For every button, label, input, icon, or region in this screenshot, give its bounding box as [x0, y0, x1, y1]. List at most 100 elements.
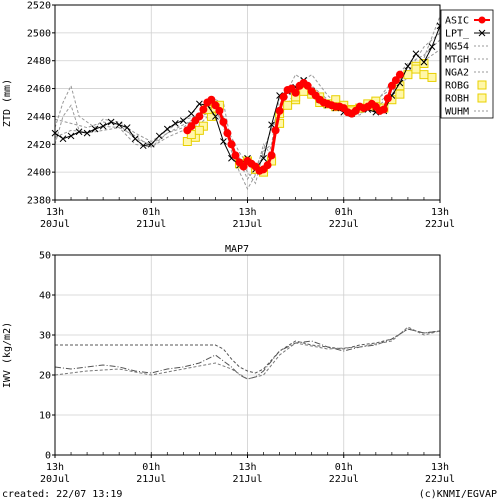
- iwv-x-tick-date: 20Jul: [40, 474, 70, 485]
- ztd-point-lpt-: [163, 125, 171, 133]
- legend-marker-robh: [477, 93, 487, 103]
- ztd-y-tick-label: 2480: [27, 56, 51, 67]
- ztd-point-robh: [419, 70, 429, 80]
- ztd-x-tick-label: 13h: [46, 207, 64, 218]
- iwv-x-tick-date: 22Jul: [425, 474, 455, 485]
- ztd-point-asic: [391, 76, 400, 85]
- iwv-y-ticks: 0 10 20 30 40 50: [39, 251, 55, 462]
- ztd-point-lpt-: [404, 62, 412, 70]
- ztd-point-lpt-: [75, 128, 83, 136]
- iwv-x-tick-label: 13h: [238, 462, 256, 473]
- ztd-y-axis-label: ZTD (mm): [2, 79, 13, 127]
- ztd-legend: ASIC LPT_ MG54 MTGH NGA2 ROBG ROBH WUHM: [440, 9, 494, 119]
- ztd-x-tick-date: 21Jul: [232, 219, 262, 230]
- ztd-point-lpt-: [428, 43, 436, 51]
- ztd-y-tick-label: 2520: [27, 1, 51, 12]
- legend-label-asic: ASIC: [445, 16, 469, 27]
- ztd-x-tick-label: 01h: [142, 207, 160, 218]
- ztd-point-lpt-: [67, 132, 75, 140]
- ztd-x-tick-date: 22Jul: [329, 219, 359, 230]
- ztd-line-mtgh: [54, 39, 441, 190]
- ztd-point-robg: [419, 59, 429, 68]
- ztd-point-asic: [227, 140, 236, 149]
- ztd-point-asic: [219, 118, 228, 126]
- ztd-point-asic: [291, 88, 300, 97]
- legend-marker-asic: [478, 16, 486, 24]
- ztd-y-tick-label: 2400: [27, 168, 51, 179]
- ztd-point-asic: [383, 94, 392, 103]
- ztd-point-robh: [283, 100, 293, 110]
- iwv-y-tick-label: 20: [39, 371, 51, 382]
- iwv-x-tick-label: 13h: [46, 462, 64, 473]
- legend-label-robh: ROBH: [445, 94, 469, 105]
- ztd-point-asic: [195, 112, 204, 121]
- ztd-x-tick-label: 13h: [431, 207, 449, 218]
- ztd-point-asic: [263, 161, 272, 170]
- iwv-x-tick-label: 01h: [335, 462, 353, 473]
- legend-label-mg54: MG54: [445, 42, 469, 53]
- copyright-credit: (c)KNMI/EGVAP: [419, 489, 497, 500]
- iwv-line-series: [54, 328, 441, 380]
- iwv-grid: [54, 254, 441, 456]
- ztd-point-lpt-: [139, 142, 147, 150]
- ztd-point-lpt-: [155, 132, 163, 140]
- ztd-point-robh: [395, 89, 405, 99]
- ztd-point-asic: [275, 106, 284, 115]
- ztd-point-robg: [194, 125, 204, 135]
- ztd-point-asic: [231, 151, 240, 160]
- ztd-point-robg: [395, 81, 405, 91]
- ztd-x-tick-date: 21Jul: [136, 219, 166, 230]
- ztd-point-lpt-: [260, 154, 267, 162]
- iwv-x-tick-date: 21Jul: [232, 474, 262, 485]
- ztd-point-asic: [207, 95, 216, 104]
- ztd-line-mg54: [54, 32, 441, 185]
- ztd-x-tick-label: 01h: [335, 207, 353, 218]
- ztd-point-asic: [387, 81, 396, 90]
- ztd-y-tick-label: 2420: [27, 140, 51, 151]
- ztd-point-asic: [271, 126, 280, 135]
- ztd-point-lpt-: [83, 129, 91, 137]
- ztd-y-ticks: 2380 2400 2420 2440 2460 2480 2500 2520: [27, 1, 55, 207]
- iwv-y-tick-label: 50: [39, 251, 51, 262]
- iwv-line-series: [54, 326, 441, 380]
- iwv-x-tick-date: 22Jul: [329, 474, 359, 485]
- ztd-point-lpt-: [268, 121, 275, 129]
- legend-label-robg: ROBG: [445, 81, 469, 92]
- ztd-point-lpt-: [131, 135, 139, 143]
- ztd-point-robh: [427, 72, 437, 82]
- ztd-point-lpt-: [179, 117, 187, 124]
- ztd-point-asic: [199, 105, 208, 114]
- ztd-series: [51, 15, 444, 190]
- ztd-point-asic: [395, 70, 404, 79]
- ztd-point-asic: [187, 122, 196, 131]
- ztd-point-asic: [223, 129, 232, 138]
- ztd-point-asic: [279, 92, 288, 101]
- ztd-point-asic: [267, 151, 276, 160]
- ztd-y-tick-label: 2460: [27, 84, 51, 95]
- ztd-point-robg: [411, 64, 421, 74]
- ztd-point-lpt-: [147, 140, 155, 148]
- legend-label-nga2: NGA2: [445, 68, 469, 79]
- ztd-x-tick-date: 22Jul: [425, 219, 455, 230]
- ztd-point-lpt-: [420, 58, 428, 66]
- ztd-point-asic: [239, 162, 248, 171]
- ztd-point-lpt-: [91, 125, 99, 133]
- ztd-point-asic: [379, 105, 388, 114]
- ztd-point-lpt-: [220, 138, 227, 145]
- legend-label-wuhm: WUHM: [445, 107, 469, 118]
- ztd-point-lpt-: [99, 122, 107, 130]
- ztd-point-lpt-: [188, 110, 195, 117]
- iwv-y-tick-label: 0: [45, 451, 51, 462]
- iwv-x-tick-label: 01h: [142, 462, 160, 473]
- ztd-y-tick-label: 2380: [27, 196, 51, 207]
- iwv-y-tick-label: 30: [39, 331, 51, 342]
- iwv-x-tick-date: 21Jul: [136, 474, 166, 485]
- ztd-x-tick-label: 13h: [238, 207, 256, 218]
- iwv-x-tick-label: 13h: [431, 462, 449, 473]
- iwv-y-tick-label: 40: [39, 291, 51, 302]
